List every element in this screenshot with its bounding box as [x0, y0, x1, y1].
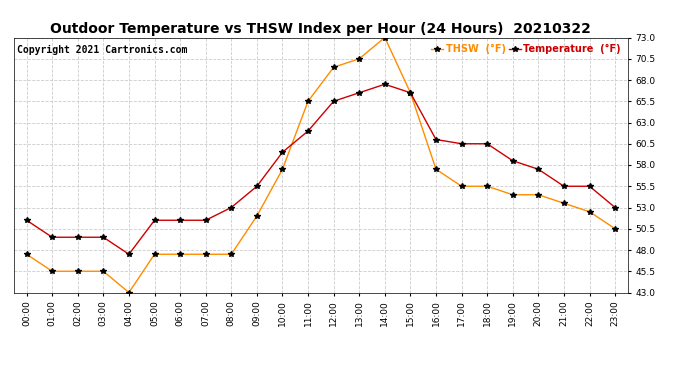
Temperature  (°F)	[355, 90, 364, 95]
THSW  (°F)	[432, 167, 440, 171]
THSW  (°F)	[99, 269, 108, 273]
THSW  (°F)	[483, 184, 491, 189]
Temperature  (°F)	[330, 99, 338, 104]
Text: Copyright 2021 Cartronics.com: Copyright 2021 Cartronics.com	[17, 45, 187, 55]
Line: THSW  (°F): THSW (°F)	[24, 35, 618, 295]
Title: Outdoor Temperature vs THSW Index per Hour (24 Hours)  20210322: Outdoor Temperature vs THSW Index per Ho…	[50, 22, 591, 36]
Temperature  (°F)	[534, 167, 542, 171]
THSW  (°F)	[201, 252, 210, 257]
Temperature  (°F)	[304, 129, 312, 133]
THSW  (°F)	[278, 167, 286, 171]
Temperature  (°F)	[227, 205, 235, 210]
Temperature  (°F)	[125, 252, 133, 257]
Temperature  (°F)	[201, 218, 210, 222]
Temperature  (°F)	[150, 218, 159, 222]
Temperature  (°F)	[509, 159, 517, 163]
THSW  (°F)	[48, 269, 57, 273]
Temperature  (°F)	[560, 184, 568, 189]
THSW  (°F)	[611, 226, 619, 231]
THSW  (°F)	[585, 210, 593, 214]
THSW  (°F)	[253, 214, 261, 218]
THSW  (°F)	[125, 290, 133, 295]
THSW  (°F)	[176, 252, 184, 257]
Temperature  (°F)	[278, 150, 286, 154]
Temperature  (°F)	[253, 184, 261, 189]
Temperature  (°F)	[74, 235, 82, 240]
THSW  (°F)	[457, 184, 466, 189]
Legend: THSW  (°F), Temperature  (°F): THSW (°F), Temperature (°F)	[429, 42, 623, 56]
Temperature  (°F)	[381, 82, 389, 87]
THSW  (°F)	[381, 35, 389, 40]
Temperature  (°F)	[176, 218, 184, 222]
THSW  (°F)	[23, 252, 31, 257]
THSW  (°F)	[509, 192, 517, 197]
Temperature  (°F)	[48, 235, 57, 240]
THSW  (°F)	[227, 252, 235, 257]
Temperature  (°F)	[432, 137, 440, 142]
THSW  (°F)	[355, 57, 364, 61]
Line: Temperature  (°F): Temperature (°F)	[24, 81, 618, 257]
Temperature  (°F)	[585, 184, 593, 189]
Temperature  (°F)	[457, 141, 466, 146]
THSW  (°F)	[560, 201, 568, 206]
Temperature  (°F)	[406, 90, 415, 95]
THSW  (°F)	[330, 65, 338, 69]
THSW  (°F)	[534, 192, 542, 197]
THSW  (°F)	[74, 269, 82, 273]
Temperature  (°F)	[483, 141, 491, 146]
Temperature  (°F)	[23, 218, 31, 222]
THSW  (°F)	[304, 99, 312, 104]
THSW  (°F)	[406, 90, 415, 95]
THSW  (°F)	[150, 252, 159, 257]
Temperature  (°F)	[99, 235, 108, 240]
Temperature  (°F)	[611, 205, 619, 210]
